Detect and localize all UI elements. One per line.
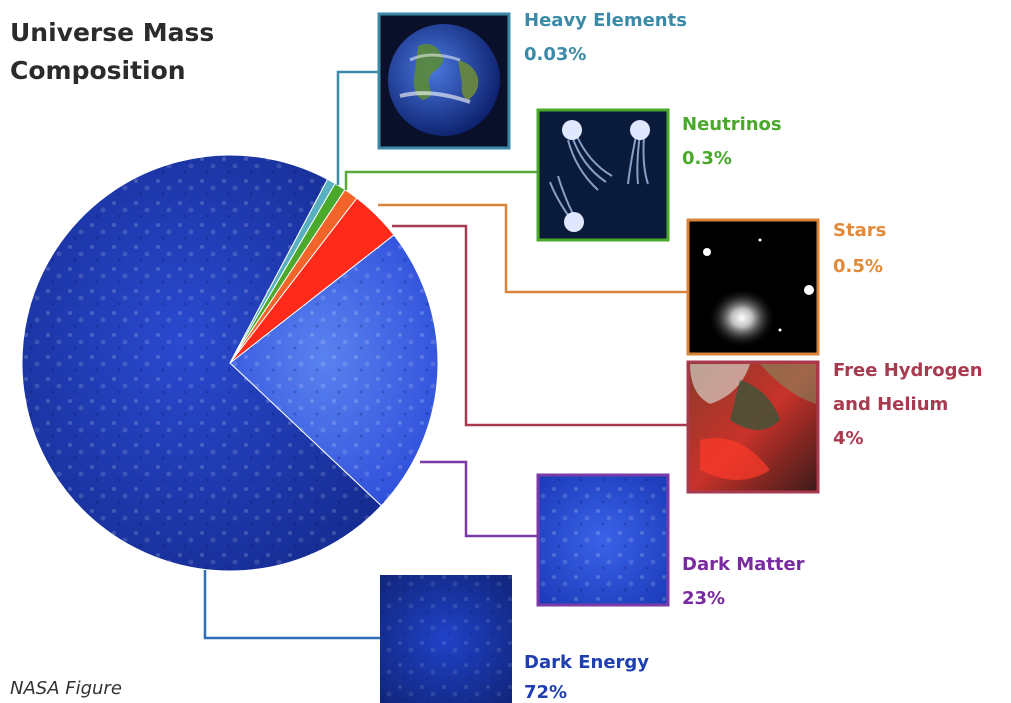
dark-matter-thumbnail	[536, 473, 670, 607]
label-heavy-elements-value: 0.03%	[524, 44, 587, 65]
label-heavy-elements-name: Heavy Elements	[524, 10, 687, 31]
neutrinos-thumbnail	[536, 108, 670, 242]
connector-neutrinos	[344, 170, 538, 190]
credit-text: NASA Figure	[10, 678, 122, 699]
connector-dark-energy	[203, 570, 380, 640]
nebula-thumbnail	[686, 360, 820, 494]
pie-slice-free-hydrogen-helium	[229, 197, 395, 364]
earth-thumbnail	[377, 12, 511, 150]
label-free-hydrogen-line-1: Free Hydrogen	[833, 360, 983, 381]
label-dark-matter-value: 23%	[682, 588, 726, 609]
label-dark-matter-name: Dark Matter	[682, 554, 805, 575]
label-neutrinos-name: Neutrinos	[682, 114, 782, 135]
pie-slice-texture-dark-matter	[230, 234, 439, 506]
chart-title-line-1: Universe Mass	[10, 18, 215, 47]
connector-stars	[378, 203, 688, 294]
connector-heavy-elements	[336, 70, 379, 185]
label-stars-name: Stars	[833, 220, 887, 241]
label-dark-energy-name: Dark Energy	[524, 652, 650, 673]
stars-thumbnail	[686, 218, 820, 356]
label-dark-energy-value: 72%	[524, 682, 568, 703]
label-neutrinos-value: 0.3%	[682, 148, 732, 169]
connector-free-hydrogen-helium	[392, 224, 688, 427]
pie-slice-texture-dark-energy	[21, 155, 382, 572]
label-free-hydrogen-value: 4%	[833, 428, 864, 449]
connector-dark-matter	[420, 460, 538, 538]
label-stars-value: 0.5%	[833, 256, 883, 277]
chart-title-line-2: Composition	[10, 56, 186, 85]
label-free-hydrogen-line-2: and Helium	[833, 394, 949, 415]
dark-energy-thumbnail	[380, 575, 512, 703]
